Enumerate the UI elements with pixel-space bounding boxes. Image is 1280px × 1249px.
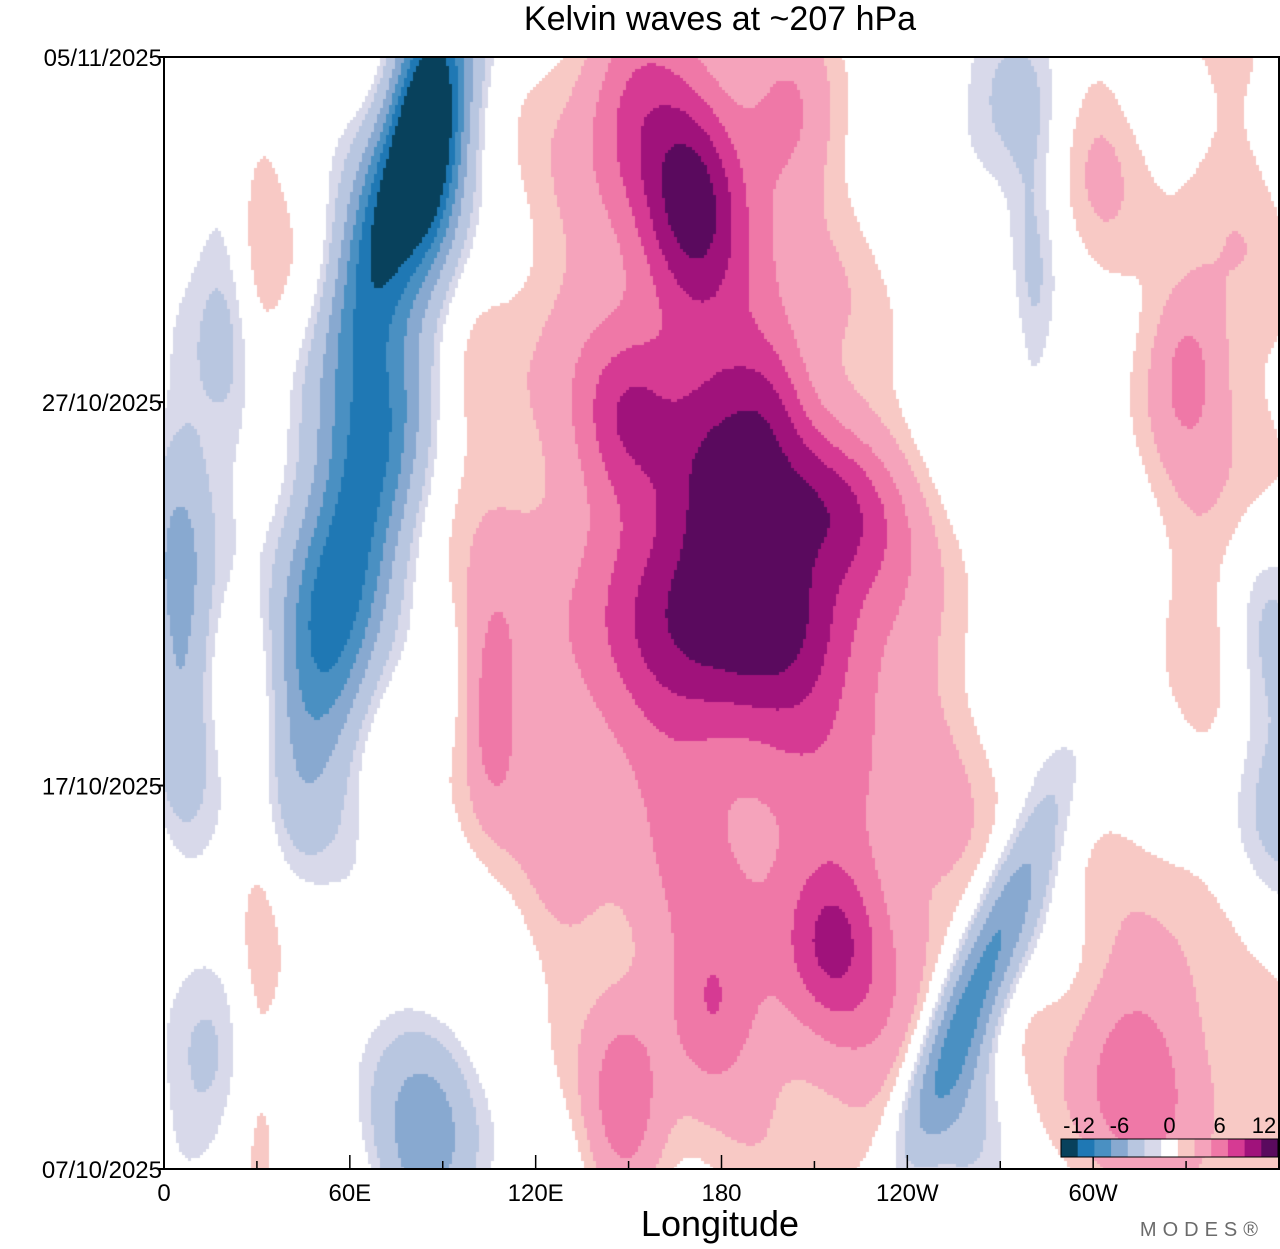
colorbar-swatch bbox=[1077, 1139, 1095, 1157]
x-tick-label: 180 bbox=[701, 1180, 741, 1207]
colorbar-legend: -12 -6 0 6 12 bbox=[1060, 1113, 1279, 1158]
x-axis: 0 60E 120E 180 120W 60W bbox=[157, 1155, 1187, 1207]
colorbar-frame bbox=[1060, 1138, 1279, 1158]
chart-title: Kelvin waves at ~207 hPa bbox=[524, 0, 916, 38]
colorbar-swatch bbox=[1227, 1139, 1246, 1157]
x-axis-label: Longitude bbox=[641, 1203, 799, 1244]
x-tick-label: 60E bbox=[328, 1180, 371, 1207]
colorbar-swatch bbox=[1244, 1139, 1262, 1157]
colorbar-swatch bbox=[1144, 1139, 1162, 1157]
colorbar-label: -6 bbox=[1110, 1113, 1130, 1138]
y-axis: 07/10/2025 17/10/2025 27/10/2025 05/11/2025 bbox=[42, 45, 164, 1184]
y-tick-label: 05/11/2025 bbox=[44, 45, 162, 72]
colorbar-swatch bbox=[1211, 1139, 1229, 1157]
colorbar-swatch bbox=[1111, 1139, 1129, 1157]
modes-logo-text: MODES® bbox=[1140, 1219, 1264, 1241]
plot-area bbox=[163, 56, 1280, 1170]
colorbar-swatch bbox=[1194, 1139, 1212, 1157]
x-tick-label: 60W bbox=[1068, 1180, 1118, 1207]
contour-field bbox=[164, 57, 1279, 1169]
colorbar-swatch bbox=[1127, 1139, 1145, 1157]
colorbar-label: -12 bbox=[1063, 1113, 1095, 1138]
y-tick-label: 07/10/2025 bbox=[42, 1157, 162, 1184]
colorbar-swatch bbox=[1061, 1139, 1079, 1157]
colorbar-label: 12 bbox=[1252, 1113, 1276, 1138]
x-tick-label: 120E bbox=[508, 1180, 564, 1207]
colorbar-swatch bbox=[1261, 1139, 1279, 1157]
x-tick-label: 0 bbox=[157, 1180, 170, 1207]
colorbar-label: 6 bbox=[1213, 1113, 1225, 1138]
x-tick-label: 120W bbox=[876, 1180, 939, 1207]
colorbar-swatch bbox=[1094, 1139, 1112, 1157]
colorbar-label: 0 bbox=[1163, 1113, 1175, 1138]
y-tick-label: 17/10/2025 bbox=[42, 774, 162, 801]
colorbar-swatch bbox=[1161, 1139, 1179, 1157]
colorbar-swatch bbox=[1177, 1139, 1196, 1157]
y-tick-label: 27/10/2025 bbox=[42, 390, 162, 417]
